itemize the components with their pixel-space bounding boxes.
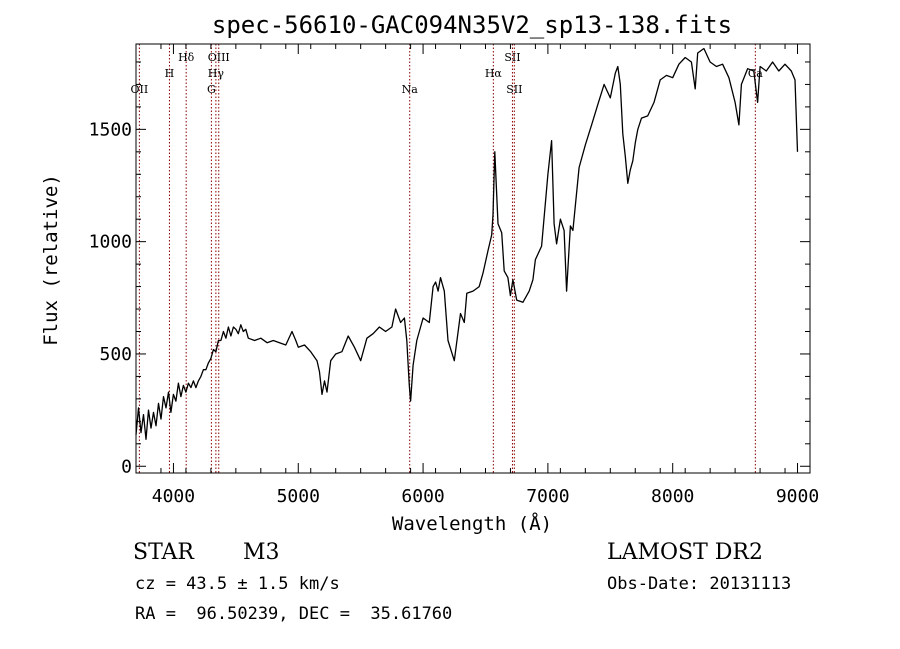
obs-date: Obs-Date: 20131113 <box>607 574 792 594</box>
line-marker-label: Na <box>402 83 419 96</box>
line-marker-label: Hα <box>485 67 503 80</box>
x-tick-label: 5000 <box>277 486 320 507</box>
y-tick-label: 0 <box>121 456 132 477</box>
line-marker-label: H <box>165 67 175 80</box>
x-axis-label: Wavelength (Å) <box>392 512 552 535</box>
spectrum-line <box>135 47 799 440</box>
axis-ticks: 4000 5000 6000 7000 8000 9000 0 500 1000 1500 <box>89 44 819 507</box>
spectrum-series <box>135 47 799 440</box>
line-marker-label: SII <box>504 51 520 64</box>
line-marker-label: G <box>207 83 216 96</box>
x-tick-label: 6000 <box>401 486 444 507</box>
x-tick-label: 7000 <box>526 486 569 507</box>
line-marker-label: Hδ <box>178 51 195 64</box>
y-tick-label: 1000 <box>89 232 132 253</box>
line-marker-label: Ca <box>748 67 763 80</box>
line-marker-label: Hγ <box>208 67 225 80</box>
y-tick-label: 500 <box>99 344 132 365</box>
line-marker-label: OIII <box>208 51 230 64</box>
object-type: STAR <box>133 540 194 565</box>
spectral-subclass: M3 <box>243 540 280 565</box>
survey-name: LAMOST DR2 <box>607 540 763 565</box>
line-marker-label: OII <box>131 83 149 96</box>
plot-frame <box>135 43 811 474</box>
x-tick-label: 8000 <box>651 486 694 507</box>
y-axis-label: Flux (relative) <box>40 174 62 346</box>
line-marker-label: SII <box>506 83 522 96</box>
coordinates-text: RA = 96.50239, DEC = 35.61760 <box>135 604 453 624</box>
chart-title: spec-56610-GAC094N35V2_sp13-138.fits <box>212 11 732 39</box>
y-tick-label: 1500 <box>89 119 132 140</box>
redshift-text: cz = 43.5 ± 1.5 km/s <box>135 574 340 594</box>
x-tick-label: 4000 <box>152 486 195 507</box>
x-tick-label: 9000 <box>776 486 819 507</box>
